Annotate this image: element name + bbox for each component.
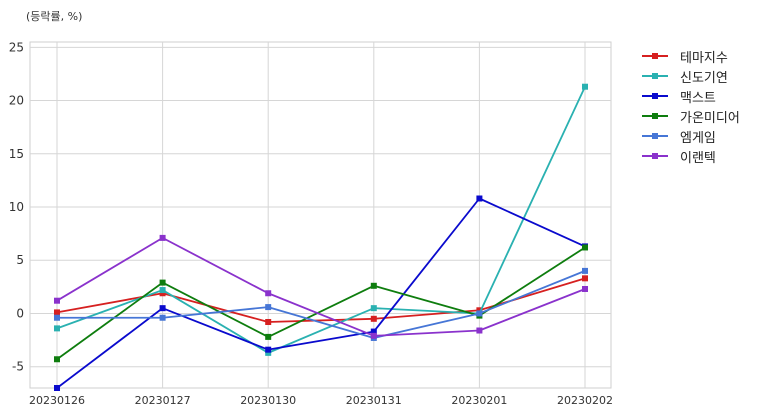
data-point: [54, 385, 60, 391]
data-point: [159, 234, 166, 241]
data-point: [476, 307, 483, 314]
legend-label: 이랜텍: [680, 150, 716, 166]
legend-marker: [652, 133, 658, 139]
x-tick-label: 20230130: [240, 394, 296, 407]
data-point: [54, 325, 60, 332]
y-tick-label: 0: [16, 306, 24, 320]
legend-swatch: [640, 130, 670, 142]
y-tick-label: 10: [9, 200, 24, 214]
x-tick-label: 20230201: [451, 394, 507, 407]
data-point: [476, 310, 483, 317]
x-tick-label: 20230202: [557, 394, 613, 407]
data-point: [265, 318, 272, 325]
data-point: [370, 315, 377, 322]
legend-marker: [652, 53, 658, 59]
data-point: [582, 244, 588, 251]
legend-label: 엠게임: [680, 130, 716, 146]
data-point: [54, 297, 60, 304]
data-point: [54, 314, 60, 321]
legend-swatch: [640, 70, 670, 82]
data-point: [159, 287, 166, 294]
legend-item[interactable]: 가온미디어: [640, 106, 740, 126]
data-point: [370, 305, 377, 312]
legend-marker: [652, 73, 658, 79]
series-6: [54, 234, 588, 339]
x-tick-label: 20230126: [29, 394, 85, 407]
data-point: [476, 195, 483, 202]
legend-item[interactable]: 엠게임: [640, 126, 740, 146]
y-tick-label: 20: [9, 94, 24, 108]
data-point: [265, 304, 272, 311]
data-point: [159, 279, 166, 286]
data-point: [54, 309, 60, 316]
y-axis-ticks: -5 0 5 10 15 20 25: [9, 40, 24, 373]
legend-item[interactable]: 신도기연: [640, 66, 740, 86]
y-tick-label: 5: [16, 253, 24, 267]
data-point: [265, 346, 272, 353]
data-point: [582, 275, 588, 282]
data-point: [582, 285, 588, 292]
data-point: [265, 333, 272, 340]
legend-marker: [652, 153, 658, 159]
data-point: [370, 332, 377, 339]
x-axis-ticks: 20230126 20230127 20230130 20230131 20230201…: [29, 394, 613, 407]
legend-swatch: [640, 110, 670, 122]
legend-label: 신도기연: [680, 70, 728, 86]
legend-swatch: [640, 150, 670, 162]
data-point: [265, 349, 272, 356]
data-point: [159, 314, 166, 321]
x-tick-label: 20230127: [135, 394, 191, 407]
y-unit-label: (등락률, %): [26, 10, 83, 23]
data-point: [476, 327, 483, 334]
data-point: [582, 83, 588, 90]
data-point: [370, 282, 377, 289]
series-line: [56, 246, 586, 360]
y-tick-label: -5: [12, 360, 24, 374]
data-point: [159, 290, 166, 297]
legend-label: 테마지수: [680, 50, 728, 66]
x-tick-label: 20230131: [346, 394, 402, 407]
legend-marker: [652, 113, 658, 119]
series-line: [57, 270, 586, 339]
data-point: [159, 305, 166, 312]
legend-item[interactable]: 테마지수: [640, 46, 740, 66]
y-tick-label: 15: [9, 147, 24, 161]
series-line: [56, 197, 586, 389]
legend-item[interactable]: 이랜텍: [640, 146, 740, 166]
plot-area: [29, 41, 612, 389]
legend-item[interactable]: 맥스트: [640, 86, 740, 106]
series-lines: [54, 83, 588, 391]
legend-marker: [652, 93, 658, 99]
legend-label: 맥스트: [680, 90, 716, 106]
data-point: [370, 328, 377, 335]
data-point: [582, 267, 588, 274]
data-point: [54, 356, 60, 363]
legend-label: 가온미디어: [680, 110, 740, 126]
series-line: [56, 236, 586, 337]
data-point: [265, 290, 272, 297]
y-tick-label: 25: [9, 40, 24, 54]
legend-swatch: [640, 90, 670, 102]
legend-swatch: [640, 50, 670, 62]
